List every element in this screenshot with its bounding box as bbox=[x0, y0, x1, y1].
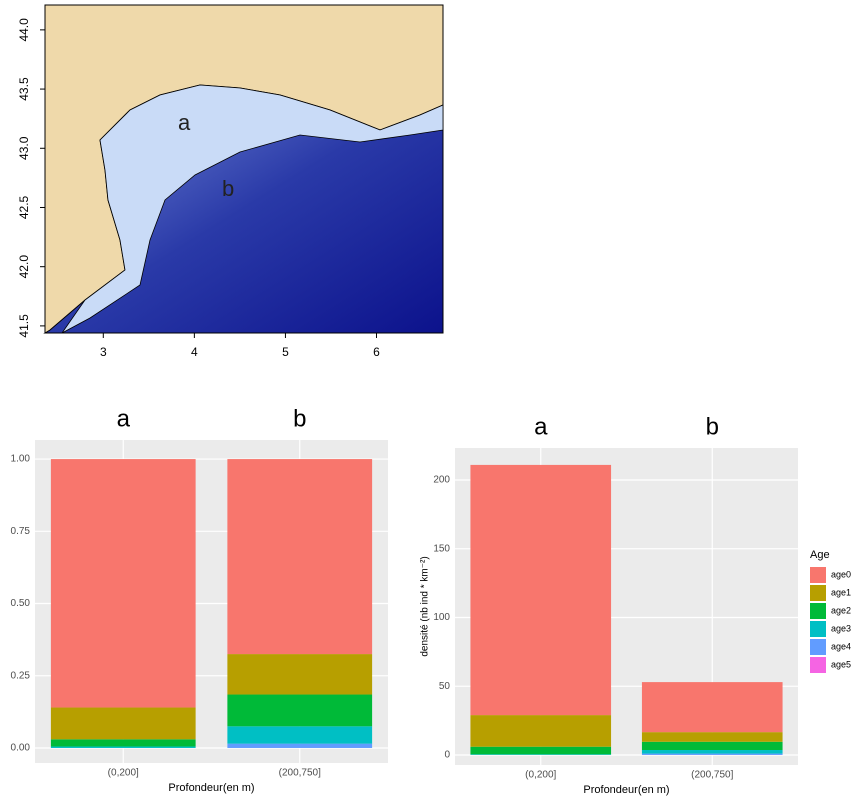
legend-swatch bbox=[810, 603, 826, 619]
bar-segment bbox=[51, 747, 196, 748]
bar-segment bbox=[642, 682, 783, 732]
x-tick-label: 3 bbox=[100, 345, 107, 359]
y-tick-label: 43.5 bbox=[17, 77, 31, 101]
legend-swatch bbox=[810, 585, 826, 601]
y-tick-label: 0.25 bbox=[11, 670, 31, 681]
y-axis-label: densité (nb ind * km⁻²) bbox=[420, 556, 431, 656]
bar-segment bbox=[470, 715, 611, 747]
y-tick-label: 42.0 bbox=[17, 255, 31, 279]
x-tick-label: (200,750] bbox=[691, 770, 733, 781]
x-tick-label: 6 bbox=[373, 345, 380, 359]
bar-segment bbox=[642, 732, 783, 742]
legend-label: age1 bbox=[831, 587, 851, 597]
legend-label: age0 bbox=[831, 569, 851, 579]
bar-segment bbox=[642, 750, 783, 754]
y-tick-label: 44.0 bbox=[17, 18, 31, 42]
bar-segment bbox=[470, 754, 611, 755]
y-tick-label: 200 bbox=[433, 475, 450, 486]
annotation: b bbox=[706, 413, 719, 440]
legend-label: age2 bbox=[831, 605, 851, 615]
legend-swatch bbox=[810, 567, 826, 583]
y-tick-label: 150 bbox=[433, 543, 450, 554]
y-tick-label: 0.00 bbox=[11, 743, 31, 754]
legend-label: age4 bbox=[831, 641, 851, 651]
legend-title: Age bbox=[810, 549, 830, 561]
bar-segment bbox=[227, 726, 372, 743]
bar-segment bbox=[227, 695, 372, 727]
y-tick-label: 41.5 bbox=[17, 314, 31, 338]
annotation: a bbox=[534, 413, 548, 440]
y-tick-label: 0 bbox=[444, 750, 450, 761]
bar-segment bbox=[51, 708, 196, 740]
y-tick-label: 43.0 bbox=[17, 136, 31, 160]
map-label: b bbox=[222, 176, 234, 201]
legend-label: age5 bbox=[831, 659, 851, 669]
bar-segment bbox=[642, 742, 783, 750]
x-axis-label: Profondeur(en m) bbox=[583, 784, 669, 796]
map-label: a bbox=[178, 110, 191, 135]
x-tick-label: 4 bbox=[191, 345, 198, 359]
bar-segment bbox=[642, 754, 783, 755]
bar-segment bbox=[470, 465, 611, 715]
y-tick-label: 1.00 bbox=[11, 454, 31, 465]
legend-swatch bbox=[810, 639, 826, 655]
x-tick-label: (0,200] bbox=[108, 768, 139, 779]
x-axis-label: Profondeur(en m) bbox=[168, 782, 254, 794]
x-tick-label: (0,200] bbox=[525, 770, 556, 781]
bar-segment bbox=[227, 654, 372, 694]
bar-segment bbox=[227, 459, 372, 654]
bar-segment bbox=[51, 459, 196, 707]
x-tick-label: (200,750] bbox=[279, 768, 321, 779]
annotation: a bbox=[117, 405, 131, 432]
map: a b bbox=[45, 5, 443, 333]
y-tick-label: 50 bbox=[439, 681, 451, 692]
bar-segment bbox=[227, 744, 372, 748]
y-tick-label: 0.50 bbox=[11, 598, 31, 609]
legend-swatch bbox=[810, 657, 826, 673]
legend-swatch bbox=[810, 621, 826, 637]
bar-segment bbox=[470, 747, 611, 755]
annotation: b bbox=[293, 405, 306, 432]
y-tick-label: 0.75 bbox=[11, 526, 31, 537]
bar-segment bbox=[51, 739, 196, 746]
y-tick-label: 42.5 bbox=[17, 195, 31, 219]
legend-label: age3 bbox=[831, 623, 851, 633]
x-tick-label: 5 bbox=[282, 345, 289, 359]
y-tick-label: 100 bbox=[433, 612, 450, 623]
figure: a b 3 4 5 6 41.5 42.0 42.5 43.0 43.5 44.0 0.00 0.25… bbox=[0, 0, 856, 800]
